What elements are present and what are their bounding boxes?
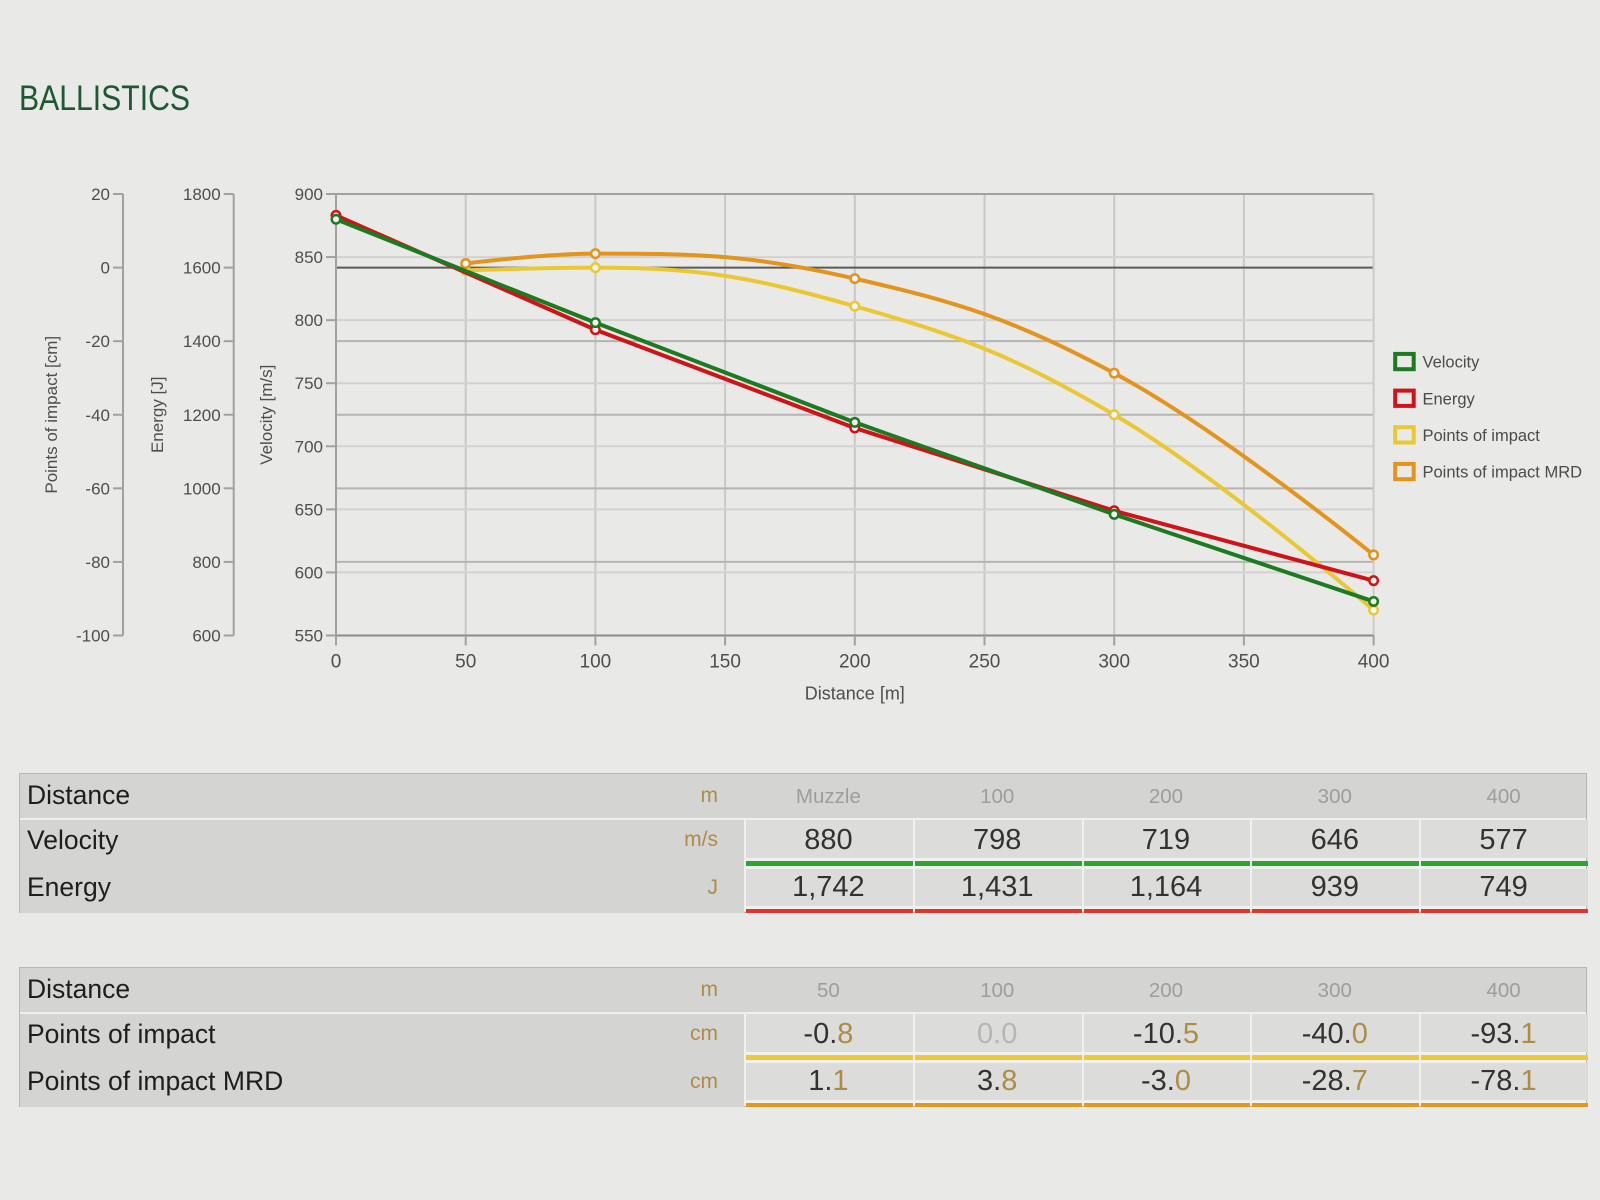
svg-text:850: 850: [295, 248, 323, 267]
svg-text:550: 550: [295, 627, 323, 646]
svg-text:Distance [m]: Distance [m]: [805, 684, 905, 704]
svg-text:750: 750: [295, 374, 323, 393]
svg-text:1400: 1400: [183, 332, 221, 351]
svg-text:-40: -40: [85, 406, 110, 425]
svg-text:800: 800: [295, 311, 323, 330]
svg-text:0: 0: [101, 259, 110, 278]
svg-text:150: 150: [709, 652, 741, 673]
svg-text:400: 400: [1358, 652, 1390, 673]
svg-text:Velocity [m/s]: Velocity [m/s]: [257, 365, 276, 465]
svg-text:-100: -100: [76, 627, 110, 646]
svg-text:900: 900: [295, 185, 323, 204]
svg-text:1800: 1800: [183, 185, 221, 204]
svg-text:300: 300: [1098, 652, 1130, 673]
svg-text:Points of impact: Points of impact: [1423, 427, 1541, 445]
svg-text:650: 650: [295, 500, 323, 519]
svg-text:350: 350: [1228, 652, 1260, 673]
svg-text:Energy: Energy: [1423, 390, 1476, 408]
svg-text:50: 50: [455, 652, 476, 673]
svg-text:100: 100: [580, 652, 612, 673]
svg-text:-80: -80: [85, 553, 110, 572]
svg-text:1200: 1200: [183, 406, 221, 425]
svg-text:Points of impact [cm]: Points of impact [cm]: [42, 336, 61, 494]
svg-text:20: 20: [91, 185, 110, 204]
svg-text:0: 0: [331, 652, 342, 673]
svg-text:200: 200: [839, 652, 871, 673]
svg-text:700: 700: [295, 437, 323, 456]
svg-text:1600: 1600: [183, 259, 221, 278]
svg-text:Points of impact MRD: Points of impact MRD: [1423, 464, 1583, 482]
svg-text:600: 600: [192, 627, 220, 646]
svg-text:1000: 1000: [183, 479, 221, 498]
svg-text:250: 250: [969, 652, 1001, 673]
svg-text:800: 800: [192, 553, 220, 572]
svg-text:-60: -60: [85, 479, 110, 498]
svg-text:-20: -20: [85, 332, 110, 351]
svg-text:Velocity: Velocity: [1423, 354, 1481, 372]
svg-text:Energy [J]: Energy [J]: [148, 376, 167, 453]
svg-text:600: 600: [295, 563, 323, 582]
